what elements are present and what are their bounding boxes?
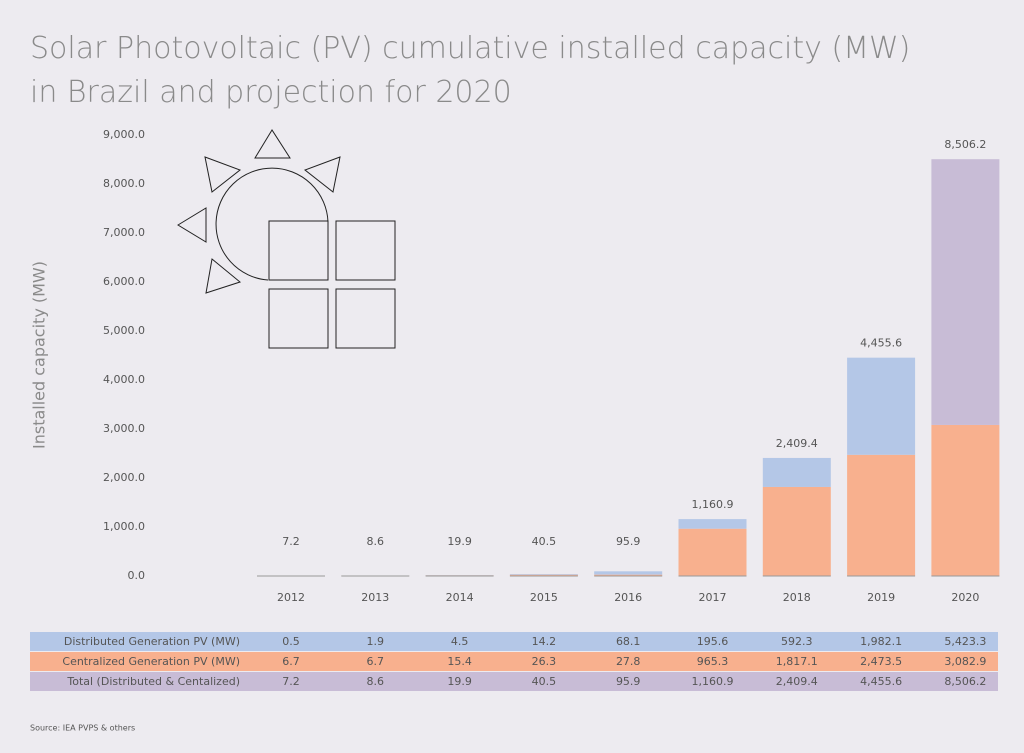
bar-segment <box>594 574 663 576</box>
bar-segment <box>509 574 578 575</box>
table-cell: 6.7 <box>367 655 385 668</box>
x-tick-label: 2018 <box>783 591 811 604</box>
bar-segment <box>762 457 831 487</box>
x-tick-label: 2019 <box>867 591 895 604</box>
bar-total-label: 8.6 <box>367 535 385 548</box>
bar-total-label: 8,506.2 <box>944 138 986 151</box>
sun-icon <box>177 129 396 349</box>
y-tick-label: 2,000.0 <box>103 471 145 484</box>
bar-segment <box>678 519 747 529</box>
chart-subtitle: in Brazil and projection for 2020 <box>30 75 512 110</box>
bar-segment <box>762 486 831 576</box>
table-cell: 5,423.3 <box>944 635 986 648</box>
table-row <box>30 652 998 671</box>
x-tick-label: 2014 <box>446 591 474 604</box>
table-cell: 7.2 <box>282 675 300 688</box>
y-tick-label: 8,000.0 <box>103 177 145 190</box>
table-cell: 19.9 <box>447 675 472 688</box>
x-tick-label: 2020 <box>951 591 979 604</box>
table-cell: 40.5 <box>532 675 557 688</box>
table-cell: 26.3 <box>532 655 557 668</box>
bar-total-label: 95.9 <box>616 535 641 548</box>
x-tick-label: 2016 <box>614 591 642 604</box>
x-tick-label: 2012 <box>277 591 305 604</box>
table-cell: 4.5 <box>451 635 469 648</box>
y-tick-label: 5,000.0 <box>103 324 145 337</box>
table-cell: 95.9 <box>616 675 641 688</box>
y-tick-label: 7,000.0 <box>103 226 145 239</box>
table-cell: 27.8 <box>616 655 641 668</box>
source-note: Source: IEA PVPS & others <box>30 724 135 733</box>
bar-total-label: 4,455.6 <box>860 337 902 350</box>
table-cell: 15.4 <box>447 655 472 668</box>
y-tick-label: 9,000.0 <box>103 128 145 141</box>
table-cell: 3,082.9 <box>944 655 986 668</box>
bar-total-label: 7.2 <box>282 535 300 548</box>
table-cell: 6.7 <box>282 655 300 668</box>
table-cell: 8,506.2 <box>944 675 986 688</box>
table-cell: 1,817.1 <box>776 655 818 668</box>
table-cell: 195.6 <box>697 635 729 648</box>
bar-segment <box>678 528 747 576</box>
table-row-label: Centralized Generation PV (MW) <box>62 655 240 668</box>
y-tick-label: 6,000.0 <box>103 275 145 288</box>
chart-title: Solar Photovoltaic (PV) cumulative insta… <box>30 31 910 66</box>
bar-segment <box>847 454 916 576</box>
table-cell: 14.2 <box>532 635 557 648</box>
bar-total-label: 19.9 <box>447 535 472 548</box>
bar-total-label: 1,160.9 <box>692 498 734 511</box>
table-cell: 2,473.5 <box>860 655 902 668</box>
bar-segment <box>509 574 578 576</box>
x-tick-label: 2015 <box>530 591 558 604</box>
table-cell: 4,455.6 <box>860 675 902 688</box>
bar-segment <box>931 159 1000 425</box>
table-cell: 8.6 <box>367 675 385 688</box>
x-tick-label: 2017 <box>699 591 727 604</box>
x-tick-label: 2013 <box>361 591 389 604</box>
bar-segment <box>931 424 1000 576</box>
table-cell: 1.9 <box>367 635 385 648</box>
table-row <box>30 632 998 651</box>
table-cell: 1,160.9 <box>692 675 734 688</box>
table-cell: 68.1 <box>616 635 641 648</box>
table-cell: 0.5 <box>282 635 300 648</box>
table-cell: 965.3 <box>697 655 729 668</box>
y-tick-label: 0.0 <box>128 569 146 582</box>
bar-segment <box>594 571 663 575</box>
table-row-label: Total (Distributed & Centalized) <box>66 675 240 688</box>
table-cell: 1,982.1 <box>860 635 902 648</box>
table-row-label: Distributed Generation PV (MW) <box>64 635 240 648</box>
table-cell: 2,409.4 <box>776 675 818 688</box>
y-tick-label: 4,000.0 <box>103 373 145 386</box>
table-cell: 592.3 <box>781 635 813 648</box>
table-row <box>30 672 998 691</box>
bar-segment <box>847 357 916 455</box>
y-axis-label: Installed capacity (MW) <box>30 261 49 449</box>
bar-total-label: 40.5 <box>532 535 557 548</box>
y-tick-label: 3,000.0 <box>103 422 145 435</box>
y-tick-label: 1,000.0 <box>103 520 145 533</box>
bar-total-label: 2,409.4 <box>776 437 818 450</box>
